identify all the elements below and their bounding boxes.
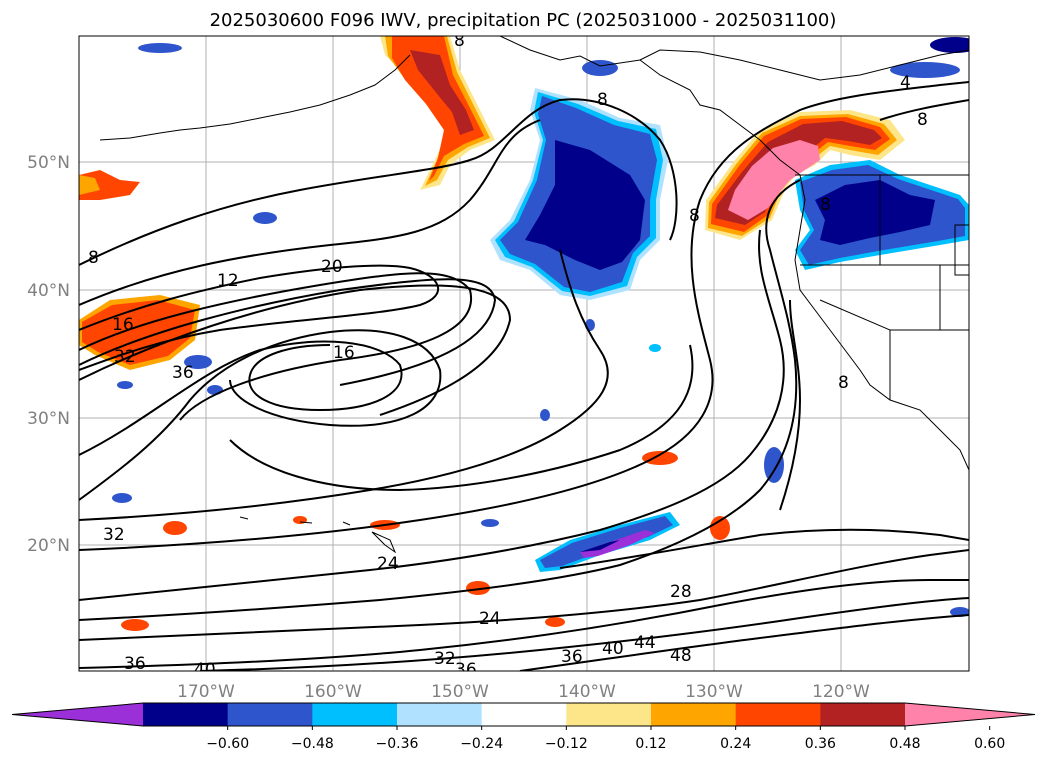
colorbar-extend-right (905, 703, 1035, 726)
lat-label: 20°N (27, 536, 70, 556)
contour-label: 24 (479, 609, 501, 629)
contour-labels: 8 8 8 8 8 8 8 4 12 20 16 16 32 36 32 24 … (88, 31, 928, 680)
colorbar-segment (397, 703, 483, 726)
precip-negative-central (490, 88, 668, 300)
precip-small-blobs (112, 37, 969, 631)
contour-label: 36 (455, 660, 477, 680)
colorbar-tick-label: 0.36 (805, 736, 836, 752)
contour-label: 8 (454, 31, 465, 51)
contour-label: 32 (114, 347, 136, 367)
colorbar-segment (312, 703, 398, 726)
colorbar-segment (566, 703, 652, 726)
latitude-labels: 50°N 40°N 30°N 20°N (27, 153, 70, 556)
colorbar-extend-left (12, 703, 143, 726)
contour-label: 20 (321, 257, 343, 277)
colorbar-ticks: −0.60 −0.48 −0.36 −0.24 −0.12 0.12 0.24 0.36 0.4… (206, 726, 1005, 752)
contour-label: 36 (124, 654, 146, 674)
contour-label: 12 (217, 271, 239, 291)
lon-label: 120°W (812, 682, 870, 702)
colorbar-tick-label: −0.36 (376, 736, 419, 752)
colorbar-tick-label: 0.24 (720, 736, 751, 752)
map-title: 2025030600 F096 IWV, precipitation PC (2… (210, 10, 837, 31)
colorbar-segment (651, 703, 737, 726)
map-area: 8 8 8 8 8 8 8 4 12 20 16 16 32 36 32 24 … (79, 31, 969, 680)
colorbar-segment (143, 703, 229, 726)
coastlines (99, 36, 969, 554)
colorbar-tick-label: −0.24 (460, 736, 503, 752)
colorbar-segment (227, 703, 313, 726)
contour-label: 8 (597, 90, 608, 110)
contour-label: 32 (103, 525, 125, 545)
colorbar-segment (735, 703, 821, 726)
contour-label: 8 (917, 110, 928, 130)
contour-label: 40 (194, 660, 216, 680)
colorbar (11, 702, 1036, 727)
contour-label: 24 (377, 554, 399, 574)
contour-label: 40 (602, 639, 624, 659)
contour-label: 36 (172, 363, 194, 383)
colorbar-tick-label: −0.12 (545, 736, 588, 752)
colorbar-outline (11, 702, 1036, 727)
contour-label: 8 (88, 248, 99, 268)
contour-label: 8 (838, 373, 849, 393)
lat-label: 30°N (27, 409, 70, 429)
colorbar-tick-label: −0.48 (291, 736, 334, 752)
lon-label: 160°W (304, 682, 362, 702)
lon-label: 170°W (177, 682, 235, 702)
contour-label: 44 (634, 633, 656, 653)
contour-label: 8 (820, 195, 831, 215)
longitude-labels: 170°W 160°W 150°W 140°W 130°W 120°W (177, 682, 870, 702)
precip-negative-southeast (535, 512, 680, 572)
contour-label: 8 (689, 206, 700, 226)
colorbar-tick-label: 0.48 (889, 736, 920, 752)
lat-label: 40°N (27, 281, 70, 301)
colorbar-tick-label: 0.12 (635, 736, 666, 752)
contour-label: 16 (112, 315, 134, 335)
colorbar-tick-label: 0.60 (974, 736, 1005, 752)
colorbar-segment (481, 703, 567, 726)
contour-label: 48 (670, 646, 692, 666)
precip-negative-interior (795, 160, 969, 270)
lon-label: 150°W (431, 682, 489, 702)
lon-label: 140°W (558, 682, 616, 702)
contour-label: 16 (333, 343, 355, 363)
lon-label: 130°W (685, 682, 743, 702)
precip-positive-pacific-nw (705, 110, 905, 240)
contour-label: 28 (670, 582, 692, 602)
colorbar-segment (820, 703, 906, 726)
iwv-contours (79, 81, 969, 671)
contour-label: 36 (561, 647, 583, 667)
contour-label: 4 (900, 73, 911, 93)
contour-label: 32 (434, 649, 456, 669)
colorbar-tick-label: −0.60 (206, 736, 249, 752)
precip-positive-gulf-alaska (380, 36, 495, 190)
map-frame (78, 35, 970, 672)
lat-label: 50°N (27, 153, 70, 173)
